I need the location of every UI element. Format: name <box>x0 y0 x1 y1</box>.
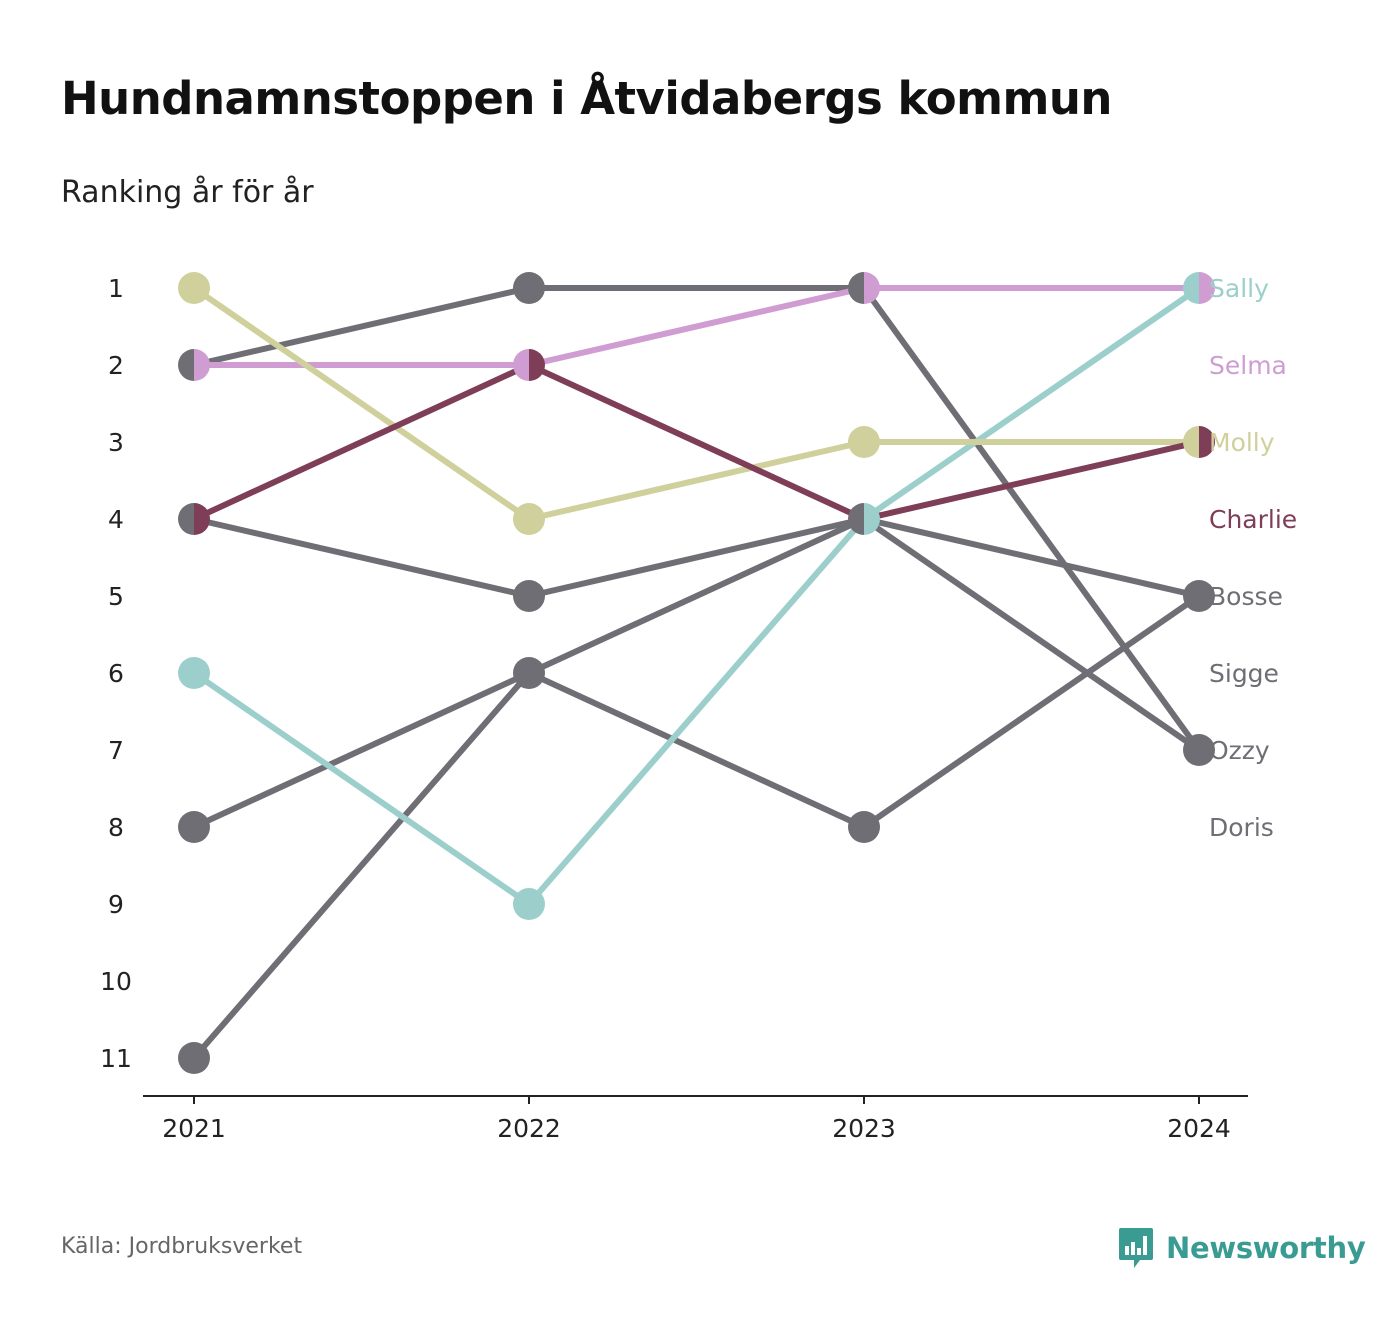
point-2022-rank-2-right-half <box>529 349 545 381</box>
point-2022-rank-2 <box>513 349 545 381</box>
series-line-doris <box>191 516 1202 599</box>
point-2021-rank-4-left-half <box>178 503 194 535</box>
point-2022-rank-6 <box>513 657 545 689</box>
chart-subtitle: Ranking år för år <box>61 175 314 210</box>
chart-title: Hundnamnstoppen i Åtvidabergs kommun <box>61 72 1112 125</box>
y-tick-label-6: 6 <box>108 659 124 688</box>
series-points <box>178 272 1215 1074</box>
point-2021-rank-1 <box>178 272 210 304</box>
newsworthy-brand[interactable]: Newsworthy <box>1118 1226 1366 1270</box>
point-2024-rank-1-left-half <box>1183 272 1199 304</box>
point-2024-rank-7 <box>1183 734 1215 766</box>
point-2022-rank-5 <box>513 580 545 612</box>
y-tick-label-8: 8 <box>108 813 124 842</box>
point-2023-rank-1-left-half <box>848 272 864 304</box>
y-tick-label-4: 4 <box>108 505 124 534</box>
point-2023-rank-4 <box>848 503 880 535</box>
series-line-ozzy <box>191 285 1202 753</box>
point-2021-rank-11 <box>178 1042 210 1074</box>
series-line-sigge <box>191 516 1202 830</box>
point-2023-rank-8 <box>848 811 880 843</box>
series-lines <box>191 285 1202 1061</box>
y-tick-label-7: 7 <box>108 736 124 765</box>
point-2021-rank-2 <box>178 349 210 381</box>
series-label-molly: Molly <box>1209 428 1275 457</box>
y-tick-label-3: 3 <box>108 428 124 457</box>
x-axis-ticks: 2021 2022 2023 2024 <box>162 1096 1231 1143</box>
point-2021-rank-4 <box>178 503 210 535</box>
point-2023-rank-1 <box>848 272 880 304</box>
y-tick-label-5: 5 <box>108 582 124 611</box>
brand-name: Newsworthy <box>1166 1231 1366 1265</box>
series-label-sigge: Sigge <box>1209 659 1279 688</box>
newsworthy-logo-icon <box>1119 1228 1153 1268</box>
x-tick-label-2023: 2023 <box>832 1114 896 1143</box>
point-2021-rank-8 <box>178 811 210 843</box>
point-2024-rank-1 <box>1183 272 1215 304</box>
series-labels: Sally Selma Molly Charlie Bosse Sigge Ozzy Dori… <box>1209 274 1297 842</box>
point-2024-rank-3-left-half <box>1183 426 1199 458</box>
series-label-bosse: Bosse <box>1209 582 1283 611</box>
point-2021-rank-2-left-half <box>178 349 194 381</box>
y-tick-label-9: 9 <box>108 890 124 919</box>
point-2024-rank-3-right-half <box>1199 426 1215 458</box>
series-line-charlie <box>191 362 1202 522</box>
point-2022-rank-9 <box>513 888 545 920</box>
y-tick-label-1: 1 <box>108 274 124 303</box>
series-line-selma <box>191 285 1202 368</box>
series-label-ozzy: Ozzy <box>1209 736 1270 765</box>
point-2021-rank-2-right-half <box>194 349 210 381</box>
y-tick-label-10: 10 <box>100 967 132 996</box>
series-line-sally <box>191 285 1202 907</box>
series-line-molly <box>191 285 1202 522</box>
series-label-sally: Sally <box>1209 274 1269 303</box>
point-2023-rank-4-right-half <box>864 503 880 535</box>
series-label-selma: Selma <box>1209 351 1287 380</box>
point-2023-rank-3 <box>848 426 880 458</box>
point-2021-rank-4-right-half <box>194 503 210 535</box>
point-2023-rank-1-right-half <box>864 272 880 304</box>
source-note: Källa: Jordbruksverket <box>61 1234 303 1259</box>
point-2024-rank-1-right-half <box>1199 272 1215 304</box>
x-tick-label-2024: 2024 <box>1167 1114 1231 1143</box>
point-2022-rank-2-left-half <box>513 349 529 381</box>
point-2024-rank-3 <box>1183 426 1215 458</box>
series-label-charlie: Charlie <box>1209 505 1297 534</box>
series-label-doris: Doris <box>1209 813 1274 842</box>
series-line-bosse <box>191 593 1202 1061</box>
point-2022-rank-1 <box>513 272 545 304</box>
x-tick-label-2022: 2022 <box>497 1114 561 1143</box>
y-tick-label-11: 11 <box>100 1044 132 1073</box>
point-2023-rank-4-left-half <box>848 503 864 535</box>
point-2021-rank-6 <box>178 657 210 689</box>
point-2022-rank-4 <box>513 503 545 535</box>
x-tick-label-2021: 2021 <box>162 1114 226 1143</box>
y-axis-ticks: 1 2 3 4 5 6 7 8 9 10 11 <box>100 274 132 1073</box>
point-2024-rank-5 <box>1183 580 1215 612</box>
y-tick-label-2: 2 <box>108 351 124 380</box>
